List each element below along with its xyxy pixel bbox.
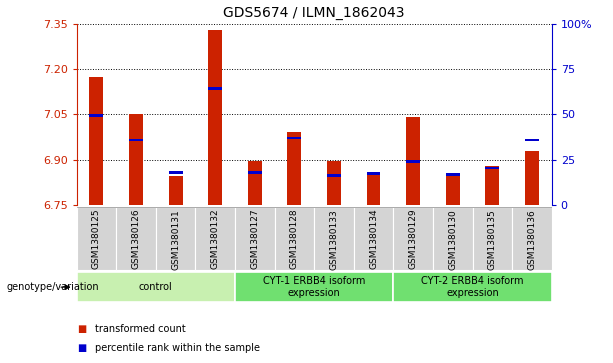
Bar bbox=[156, 207, 196, 270]
Bar bbox=[406, 117, 420, 205]
Bar bbox=[129, 139, 143, 142]
Text: control: control bbox=[139, 282, 173, 292]
Text: GSM1380126: GSM1380126 bbox=[132, 209, 140, 269]
Text: CYT-1 ERBB4 isoform
expression: CYT-1 ERBB4 isoform expression bbox=[263, 276, 365, 298]
Text: ■: ■ bbox=[77, 343, 86, 353]
Text: genotype/variation: genotype/variation bbox=[6, 282, 99, 292]
Text: GSM1380132: GSM1380132 bbox=[211, 209, 219, 269]
Bar bbox=[196, 207, 235, 270]
Bar bbox=[169, 176, 183, 205]
Bar bbox=[394, 272, 552, 302]
Text: GSM1380130: GSM1380130 bbox=[448, 209, 457, 270]
Bar bbox=[248, 171, 262, 174]
Bar bbox=[525, 139, 539, 142]
Bar bbox=[116, 207, 156, 270]
Bar bbox=[394, 207, 433, 270]
Text: ■: ■ bbox=[77, 323, 86, 334]
Bar bbox=[446, 173, 460, 205]
Text: GSM1380133: GSM1380133 bbox=[329, 209, 338, 270]
Bar bbox=[485, 166, 499, 205]
Bar bbox=[287, 136, 302, 139]
Bar bbox=[367, 172, 381, 175]
Bar bbox=[235, 272, 394, 302]
Bar bbox=[485, 167, 499, 169]
Bar bbox=[287, 132, 302, 205]
Bar bbox=[89, 77, 104, 205]
Bar bbox=[367, 173, 381, 205]
Bar bbox=[433, 207, 473, 270]
Bar bbox=[327, 161, 341, 205]
Bar bbox=[406, 160, 420, 163]
Text: GSM1380136: GSM1380136 bbox=[527, 209, 536, 270]
Text: GSM1380129: GSM1380129 bbox=[409, 209, 417, 269]
Text: transformed count: transformed count bbox=[95, 323, 186, 334]
Bar bbox=[77, 272, 235, 302]
Bar bbox=[129, 114, 143, 205]
Bar bbox=[525, 151, 539, 205]
Text: CYT-2 ERBB4 isoform
expression: CYT-2 ERBB4 isoform expression bbox=[421, 276, 524, 298]
Bar bbox=[354, 207, 394, 270]
Text: GSM1380128: GSM1380128 bbox=[290, 209, 299, 269]
Text: GSM1380125: GSM1380125 bbox=[92, 209, 101, 269]
Bar bbox=[327, 174, 341, 177]
Bar bbox=[208, 87, 222, 90]
Bar bbox=[89, 114, 104, 117]
Bar bbox=[208, 30, 222, 205]
Bar bbox=[77, 207, 116, 270]
Bar bbox=[446, 173, 460, 176]
Text: percentile rank within the sample: percentile rank within the sample bbox=[95, 343, 260, 353]
Text: GSM1380131: GSM1380131 bbox=[171, 209, 180, 270]
Bar bbox=[512, 207, 552, 270]
Text: GSM1380134: GSM1380134 bbox=[369, 209, 378, 269]
Bar bbox=[314, 207, 354, 270]
Bar bbox=[248, 161, 262, 205]
Title: GDS5674 / ILMN_1862043: GDS5674 / ILMN_1862043 bbox=[223, 6, 405, 20]
Text: GSM1380127: GSM1380127 bbox=[250, 209, 259, 269]
Bar bbox=[275, 207, 314, 270]
Bar bbox=[235, 207, 275, 270]
Bar bbox=[169, 171, 183, 174]
Text: GSM1380135: GSM1380135 bbox=[488, 209, 497, 270]
Bar bbox=[473, 207, 512, 270]
